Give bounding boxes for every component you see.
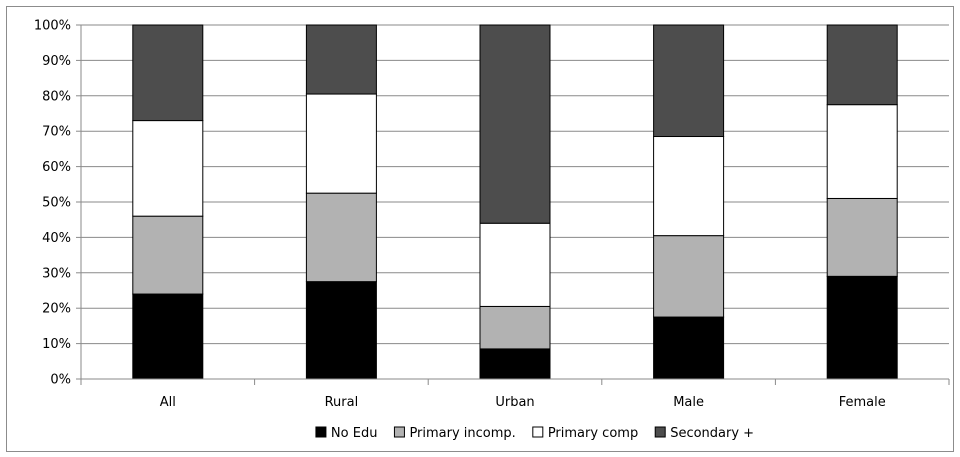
legend-item: Secondary + xyxy=(654,426,754,441)
x-tick-label: All xyxy=(160,395,176,410)
bar-segment xyxy=(653,24,725,138)
legend-swatch xyxy=(315,426,327,438)
legend-item: Primary comp xyxy=(532,426,638,441)
legend: No Edu Primary incomp. Primary comp Seconda… xyxy=(315,426,754,441)
bar-segment xyxy=(305,192,377,283)
legend-swatch xyxy=(532,426,544,438)
bar-segment xyxy=(132,293,204,380)
y-tick-label: 90% xyxy=(42,54,71,69)
legend-item: Primary incomp. xyxy=(393,426,516,441)
y-tick-label: 0% xyxy=(50,373,71,388)
bar-segment xyxy=(132,215,204,295)
bar-segment xyxy=(132,24,204,122)
legend-swatch xyxy=(393,426,405,438)
bars xyxy=(132,24,898,380)
x-tick-label: Male xyxy=(673,395,704,410)
x-tick-label: Urban xyxy=(495,395,534,410)
chart-frame: 0% 10% 20% 30% 40% 50% 60% 70% 80% 90% 100% All Rur… xyxy=(6,6,954,452)
bar-segment xyxy=(479,24,551,224)
bar-segment xyxy=(826,24,898,106)
axes xyxy=(76,24,950,385)
legend-label: Primary incomp. xyxy=(409,426,515,441)
y-tick-label: 80% xyxy=(42,89,71,104)
y-tick-label: 40% xyxy=(42,231,71,246)
legend-label: Primary comp xyxy=(548,426,638,441)
bar-segment xyxy=(479,348,551,380)
y-tick-label: 50% xyxy=(42,196,71,211)
y-tick-label: 10% xyxy=(42,337,71,352)
x-tick-label: Rural xyxy=(325,395,359,410)
bar-segment xyxy=(653,316,725,380)
bar-segment xyxy=(826,104,898,199)
bar-segment xyxy=(305,24,377,95)
bar-segment xyxy=(826,197,898,277)
stacked-bar-chart: 0% 10% 20% 30% 40% 50% 60% 70% 80% 90% 100% All Rur… xyxy=(34,19,950,441)
bar-segment xyxy=(653,235,725,318)
y-tick-label: 20% xyxy=(42,302,71,317)
bar-segment xyxy=(132,120,204,217)
x-axis-tick-labels: All Rural Urban Male Female xyxy=(160,395,886,410)
bar-segment xyxy=(479,222,551,307)
legend-label: No Edu xyxy=(331,426,378,441)
legend-swatch xyxy=(654,426,666,438)
legend-item: No Edu xyxy=(315,426,378,441)
y-tick-label: 100% xyxy=(34,19,71,34)
bar-segment xyxy=(653,136,725,237)
bar-segment xyxy=(826,275,898,380)
bar-segment xyxy=(305,281,377,380)
x-tick-label: Female xyxy=(839,395,886,410)
y-tick-label: 30% xyxy=(42,266,71,281)
y-tick-label: 60% xyxy=(42,160,71,175)
y-tick-label: 70% xyxy=(42,125,71,140)
bar-segment xyxy=(479,305,551,350)
legend-label: Secondary + xyxy=(670,426,754,441)
bar-segment xyxy=(305,93,377,194)
y-axis-tick-labels: 0% 10% 20% 30% 40% 50% 60% 70% 80% 90% 100% xyxy=(34,19,71,388)
